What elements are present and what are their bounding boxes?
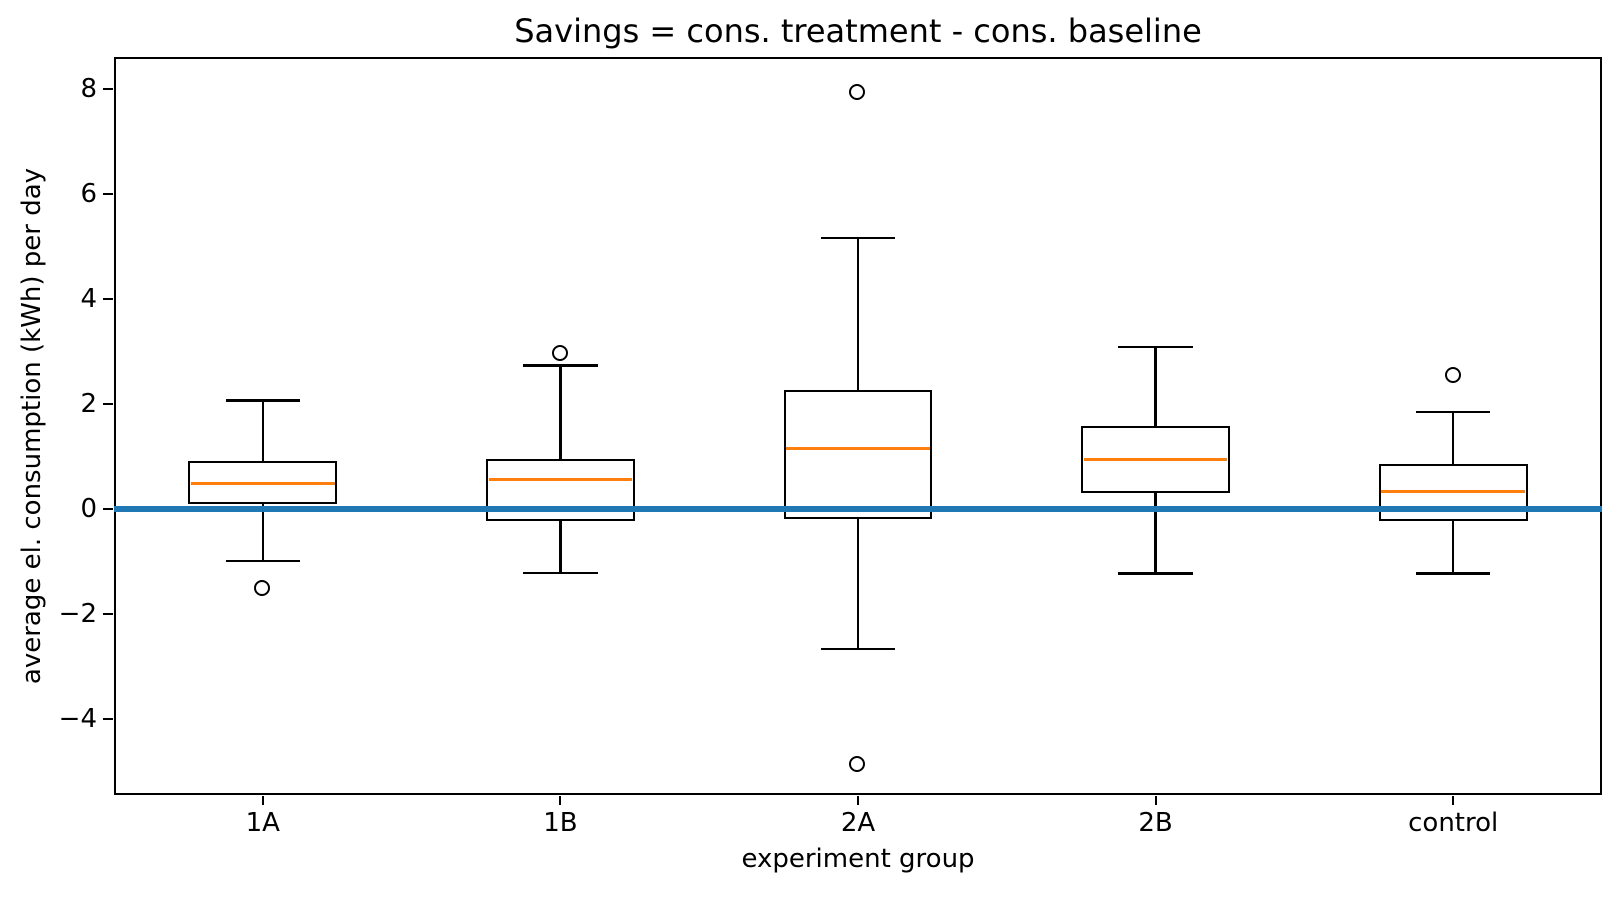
y-tick-label: −2 (58, 598, 97, 629)
x-tick-label: 1B (543, 808, 578, 838)
outlier-marker (551, 345, 568, 362)
whisker-lower (1154, 492, 1157, 574)
x-tick-mark (559, 796, 562, 805)
outlier-marker (849, 755, 866, 772)
x-tick-mark (1154, 796, 1157, 805)
x-tick-mark (261, 796, 264, 805)
y-tick-label: 6 (80, 178, 97, 209)
whisker-cap-lower (1118, 572, 1193, 575)
whisker-cap-upper (1118, 345, 1193, 349)
plot-area (114, 57, 1602, 795)
chart-title: Savings = cons. treatment - cons. baseli… (514, 12, 1202, 50)
whisker-upper (559, 365, 562, 459)
whisker-upper (261, 400, 265, 462)
x-tick-label: control (1408, 808, 1499, 838)
outlier-marker (849, 84, 866, 101)
y-tick-mark (103, 717, 113, 720)
x-tick-mark (1452, 796, 1455, 805)
whisker-lower (1451, 521, 1455, 574)
whisker-cap-lower (225, 559, 300, 563)
whisker-cap-lower (820, 647, 896, 651)
x-tick-mark (857, 796, 859, 805)
y-tick-label: 2 (80, 388, 97, 419)
y-tick-label: 8 (80, 73, 97, 104)
y-tick-mark (103, 507, 113, 510)
whisker-cap-upper (523, 364, 598, 367)
median-line (786, 447, 930, 451)
box-iqr (1378, 464, 1528, 522)
x-tick-label: 2A (840, 808, 876, 838)
y-tick-label: 4 (80, 283, 97, 314)
whisker-lower (856, 519, 860, 650)
y-tick-label: −4 (58, 703, 97, 734)
box-iqr (188, 461, 338, 504)
y-tick-mark (103, 87, 113, 90)
box-iqr (486, 458, 635, 522)
x-tick-label: 2B (1138, 808, 1173, 838)
whisker-cap-upper (1416, 410, 1491, 414)
whisker-upper (1154, 346, 1157, 427)
whisker-cap-upper (820, 236, 896, 240)
median-line (191, 481, 335, 485)
zero-reference-line (114, 505, 1602, 512)
median-line (1083, 458, 1228, 462)
y-tick-mark (103, 192, 113, 195)
x-axis-label: experiment group (741, 844, 975, 874)
y-tick-mark (103, 402, 113, 405)
whisker-upper (1451, 411, 1455, 465)
whisker-lower (559, 521, 562, 574)
whisker-cap-lower (1416, 572, 1491, 575)
whisker-cap-lower (523, 571, 598, 575)
y-tick-mark (103, 297, 113, 300)
whisker-lower (261, 503, 265, 561)
outlier-marker (254, 579, 271, 596)
outlier-marker (1444, 366, 1461, 383)
median-line (1381, 490, 1525, 494)
y-tick-mark (103, 612, 113, 615)
x-tick-label: 1A (245, 808, 280, 838)
box-iqr (1081, 426, 1230, 493)
y-tick-label: 0 (80, 493, 97, 524)
whisker-cap-upper (225, 399, 300, 402)
box-iqr (783, 390, 933, 519)
whisker-upper (856, 238, 860, 391)
median-line (488, 477, 633, 481)
